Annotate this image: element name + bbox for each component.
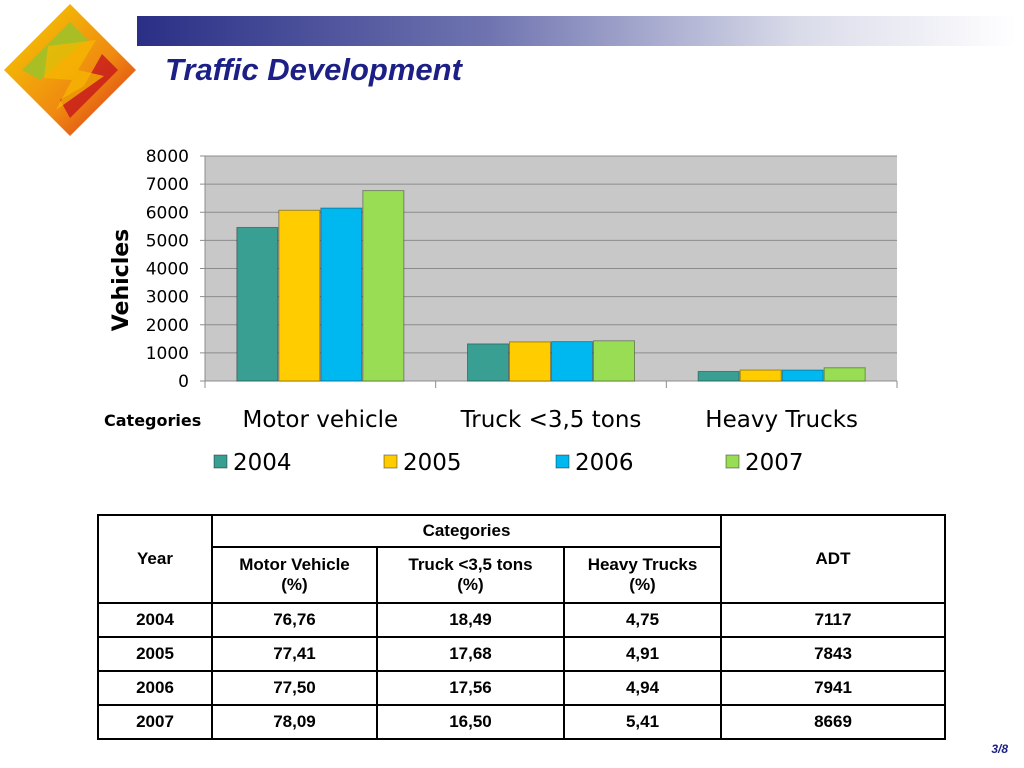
table-cell: 18,49 xyxy=(376,602,565,638)
table-row: 2005 77,41 17,68 4,91 7843 xyxy=(97,636,947,672)
traffic-share-table: Year Categories ADT Motor Vehicle (%) Tr… xyxy=(97,514,947,740)
bar-2006 xyxy=(320,207,363,382)
table-cell: 5,41 xyxy=(562,704,723,740)
legend-label: 2007 xyxy=(745,450,804,476)
table-cell: 77,41 xyxy=(211,636,378,672)
legend-label: 2005 xyxy=(403,450,462,476)
y-tick-label: 3000 xyxy=(146,288,189,308)
table-cell: 17,56 xyxy=(376,670,565,706)
table-cell: 16,50 xyxy=(376,704,565,740)
table-cell: 7941 xyxy=(720,670,947,706)
y-tick-label: 4000 xyxy=(146,260,189,280)
x-tick-label: Truck <3,5 tons xyxy=(460,407,642,433)
bar-2004 xyxy=(236,226,279,382)
table-cell: 7117 xyxy=(720,602,947,638)
motor-vehicle-header-name: Motor Vehicle xyxy=(239,555,350,574)
table-cell: 2004 xyxy=(97,602,213,638)
heavy-trucks-header-unit: (%) xyxy=(629,575,656,594)
page-title: Traffic Development xyxy=(165,52,462,87)
table-cell: 78,09 xyxy=(211,704,378,740)
table-cell: 76,76 xyxy=(211,602,378,638)
table-row: 2006 77,50 17,56 4,94 7941 xyxy=(97,670,947,706)
heavy-trucks-header-name: Heavy Trucks xyxy=(587,555,698,574)
bar-2006 xyxy=(551,341,593,382)
truck-header: Truck <3,5 tons (%) xyxy=(376,546,565,604)
legend-swatch xyxy=(213,454,228,469)
y-tick-label: 2000 xyxy=(146,316,189,336)
table-cell: 4,91 xyxy=(562,636,723,672)
x-tick-label: Motor vehicle xyxy=(242,407,398,433)
truck-header-unit: (%) xyxy=(457,575,484,594)
categories-header: Categories xyxy=(210,514,723,548)
bar-2004 xyxy=(467,343,509,382)
table-cell: 77,50 xyxy=(211,670,378,706)
y-tick-label: 1000 xyxy=(146,344,189,364)
bar-2007 xyxy=(362,190,405,382)
legend-label: 2004 xyxy=(233,450,292,476)
legend-swatch xyxy=(555,454,570,469)
year-header: Year xyxy=(97,514,213,604)
page-number: 3/8 xyxy=(991,742,1008,756)
bar-2007 xyxy=(823,367,866,382)
table-cell: 2006 xyxy=(97,670,213,706)
bar-2005 xyxy=(278,209,321,382)
y-tick-label: 6000 xyxy=(146,203,189,223)
truck-header-name: Truck <3,5 tons xyxy=(408,555,533,574)
table-row: 2007 78,09 16,50 5,41 8669 xyxy=(97,704,947,740)
table-cell: 17,68 xyxy=(376,636,565,672)
table-cell: 8669 xyxy=(720,704,947,740)
traffic-bar-chart: 0 1000 2000 3000 4000 5000 6000 7000 8000 Motor v… xyxy=(104,147,898,476)
legend-swatch xyxy=(725,454,740,469)
table-cell: 4,94 xyxy=(562,670,723,706)
legend-label: 2006 xyxy=(575,450,634,476)
adt-header: ADT xyxy=(720,514,947,604)
bar-2006 xyxy=(781,369,824,382)
y-tick-label: 7000 xyxy=(146,175,189,195)
y-tick-label: 5000 xyxy=(146,231,189,251)
y-tick-label: 8000 xyxy=(146,147,189,167)
motor-vehicle-header-unit: (%) xyxy=(281,575,308,594)
header-bar xyxy=(137,16,1017,46)
table-cell: 2005 xyxy=(97,636,213,672)
y-axis-title: Vehicles xyxy=(109,229,134,332)
x-axis-title: Categories xyxy=(104,411,201,430)
table-cell: 7843 xyxy=(720,636,947,672)
table-cell: 4,75 xyxy=(562,602,723,638)
bar-2007 xyxy=(593,340,635,382)
company-logo xyxy=(4,4,136,136)
bar-2005 xyxy=(739,369,782,382)
heavy-trucks-header: Heavy Trucks (%) xyxy=(562,546,723,604)
x-tick-label: Heavy Trucks xyxy=(705,407,858,433)
motor-vehicle-header: Motor Vehicle (%) xyxy=(211,546,378,604)
y-tick-label: 0 xyxy=(178,372,189,392)
table-cell: 2007 xyxy=(97,704,213,740)
bar-2004 xyxy=(697,370,740,382)
legend-swatch xyxy=(383,454,398,469)
table-row: 2004 76,76 18,49 4,75 7117 xyxy=(97,602,947,638)
bar-2005 xyxy=(509,341,551,382)
